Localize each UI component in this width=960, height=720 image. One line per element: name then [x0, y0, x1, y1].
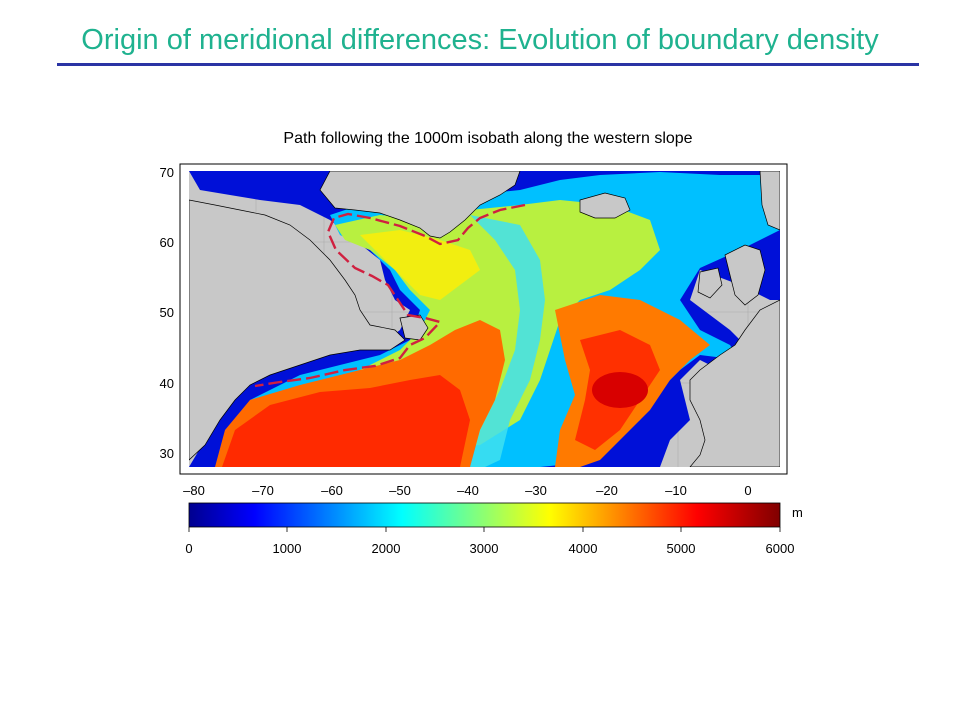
lon-tick-label: –70	[252, 483, 274, 498]
colorbar-tick-label: 5000	[666, 541, 696, 556]
lon-tick-label: –40	[457, 483, 479, 498]
greenland	[319, 171, 521, 239]
slide-title: Origin of meridional differences: Evolut…	[81, 24, 879, 56]
colorbar-tick-label: 4000	[568, 541, 598, 556]
mid-atlantic-ridge	[470, 215, 545, 467]
lat-tick-label: 30	[159, 446, 174, 461]
figure-title: Path following the 1000m isobath along t…	[283, 130, 693, 147]
lon-tick-label: –80	[183, 483, 205, 498]
colorbar-unit: m	[792, 505, 803, 520]
lon-tick-label: –20	[596, 483, 618, 498]
colorbar-ticks	[188, 527, 781, 532]
deep-basin-west-core	[222, 375, 470, 467]
colorbar-tick-label: 0	[185, 541, 193, 556]
lat-tick-label: 50	[159, 305, 174, 320]
north-america	[189, 199, 406, 461]
colorbar-tick-label: 6000	[765, 541, 795, 556]
colorbar-tick-label: 2000	[371, 541, 401, 556]
colorbar-tick-label: 3000	[469, 541, 499, 556]
lon-tick-label: –50	[389, 483, 411, 498]
lon-tick-label: –60	[321, 483, 343, 498]
europe	[689, 299, 780, 467]
isobath-path	[254, 203, 526, 388]
yellow-water	[360, 230, 480, 300]
britain	[724, 244, 766, 306]
iceland	[579, 192, 631, 219]
lon-tick-label: –10	[665, 483, 687, 498]
colorbar-tick-label: 1000	[272, 541, 302, 556]
lat-tick-label: 70	[159, 165, 174, 180]
title-underline	[57, 63, 919, 66]
colorbar	[188, 502, 781, 528]
iberian-deep	[592, 372, 648, 408]
scandinavia	[759, 171, 780, 231]
lon-tick-label: 0	[744, 483, 752, 498]
lat-tick-label: 40	[159, 376, 174, 391]
ireland	[697, 267, 723, 299]
lon-tick-label: –30	[525, 483, 547, 498]
land-masses	[189, 171, 780, 467]
lat-tick-label: 60	[159, 235, 174, 250]
